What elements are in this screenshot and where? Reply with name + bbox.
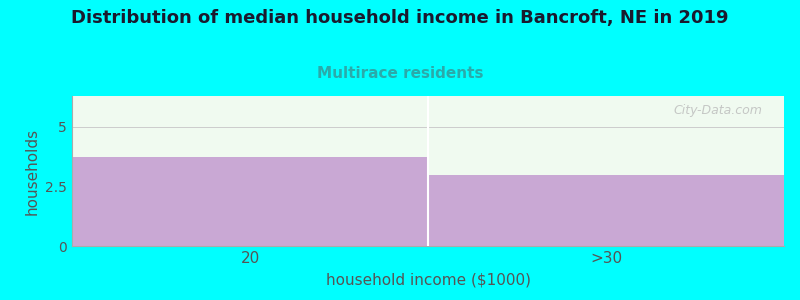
Text: Multirace residents: Multirace residents — [317, 66, 483, 81]
Text: Distribution of median household income in Bancroft, NE in 2019: Distribution of median household income … — [71, 9, 729, 27]
X-axis label: household income ($1000): household income ($1000) — [326, 273, 530, 288]
Bar — [72, 157, 428, 246]
Bar — [428, 175, 784, 246]
Text: City-Data.com: City-Data.com — [674, 103, 762, 116]
Y-axis label: households: households — [25, 128, 40, 214]
